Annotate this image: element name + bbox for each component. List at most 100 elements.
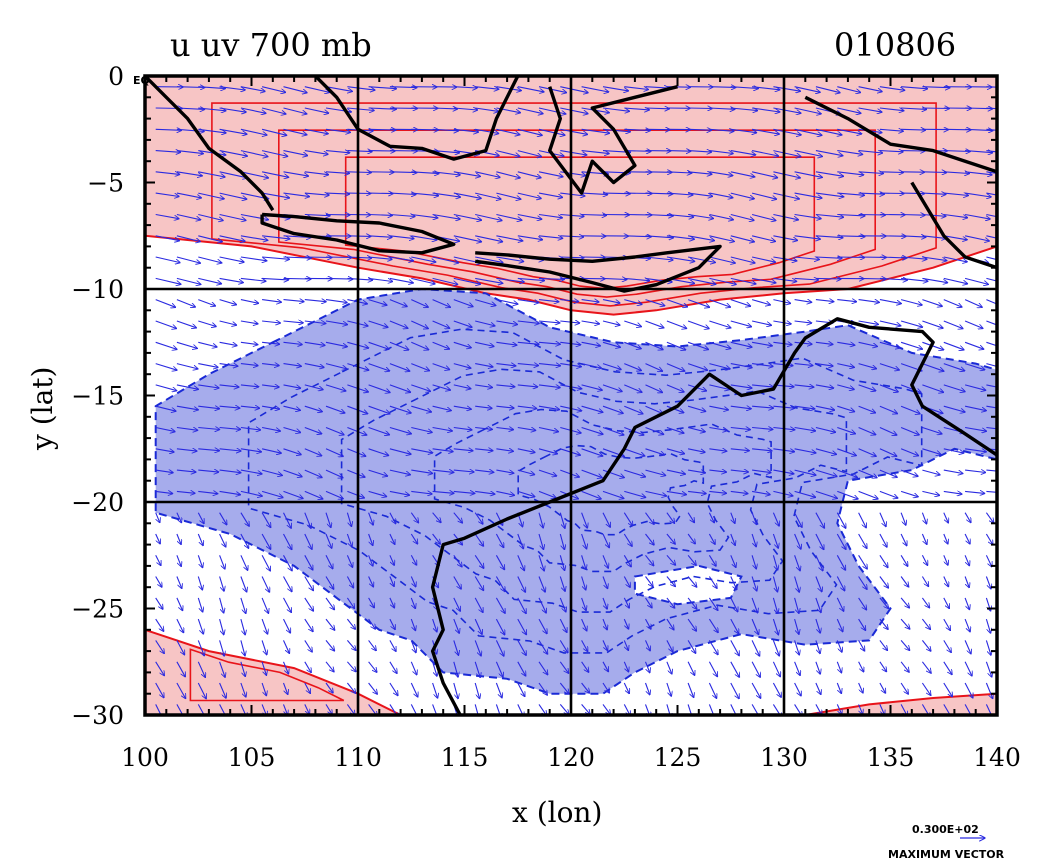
wind-vector (709, 256, 735, 263)
wind-vector (453, 661, 458, 677)
wind-vector (219, 576, 225, 592)
wind-vector (176, 555, 181, 566)
wind-vector (730, 320, 752, 327)
wind-vector (475, 107, 498, 111)
wind-vector (368, 236, 392, 238)
wind-vector (708, 576, 717, 589)
wind-vector (943, 576, 949, 587)
wind-vector (453, 597, 461, 611)
wind-vector (283, 236, 312, 238)
wind-vector (240, 704, 247, 715)
wind-vector (922, 299, 942, 307)
wind-vector (879, 129, 903, 131)
wind-vector (432, 618, 437, 632)
wind-vector (687, 512, 694, 523)
wind-vector (155, 384, 177, 391)
wind-vector (390, 726, 399, 740)
wind-vector (240, 428, 261, 431)
wind-vector (219, 618, 224, 635)
wind-vector (517, 406, 537, 408)
wind-vector (368, 661, 377, 673)
wind-vector (368, 512, 374, 525)
wind-vector (836, 555, 845, 570)
wind-vector (581, 86, 609, 92)
wind-vector (389, 704, 399, 715)
wind-vector (986, 86, 997, 88)
wind-vector (687, 448, 705, 453)
wind-vector (730, 192, 755, 199)
wind-vector (858, 640, 865, 651)
wind-vector (474, 640, 481, 656)
wind-vector (815, 426, 836, 433)
wind-vector (879, 448, 897, 457)
y-tick-label: −10 (71, 275, 124, 304)
wind-vector (964, 618, 970, 632)
wind-vector (730, 384, 752, 388)
wind-vector (176, 171, 202, 176)
wind-vector (517, 597, 526, 614)
wind-vector (901, 108, 927, 109)
wind-vector (901, 277, 928, 281)
wind-vector (773, 150, 801, 157)
wind-vector (794, 512, 802, 528)
wind-vector (688, 108, 712, 109)
wind-vector (708, 618, 718, 633)
wind-vector (262, 406, 280, 409)
wind-vector (304, 363, 324, 368)
wind-vector (389, 490, 410, 495)
wind-vector (986, 726, 994, 742)
wind-vector (837, 193, 864, 195)
wind-vector (794, 128, 822, 135)
wind-vector (602, 426, 624, 436)
wind-vector (176, 256, 201, 263)
wind-vector (432, 682, 438, 698)
y-axis-label: y (lat) (26, 367, 59, 451)
wind-vector (177, 726, 185, 742)
wind-vector (176, 405, 198, 410)
wind-vector (283, 512, 292, 529)
wind-vector (219, 320, 237, 325)
wind-vector (475, 235, 503, 242)
wind-vector (538, 107, 566, 114)
wind-vector (986, 235, 997, 239)
wind-vector (709, 726, 714, 742)
wind-vector (708, 597, 717, 611)
wind-vector (751, 704, 761, 715)
wind-vector (411, 193, 438, 196)
wind-vector (156, 726, 163, 742)
wind-vector (794, 661, 801, 676)
wind-vector (538, 128, 565, 135)
wind-vector (261, 107, 286, 114)
wind-vector (495, 533, 503, 548)
wind-vector (709, 470, 726, 472)
wind-vector (176, 597, 183, 611)
wind-vector (816, 726, 823, 736)
wind-vector (922, 384, 943, 393)
wind-vector (389, 363, 410, 372)
wind-vector (432, 341, 450, 349)
wind-vector (176, 470, 196, 472)
wind-vector (304, 128, 328, 134)
wind-vector (645, 384, 663, 393)
wind-vector (559, 640, 568, 652)
wind-vector (624, 236, 651, 237)
wind-vector (730, 87, 759, 89)
wind-vector (305, 726, 309, 736)
wind-vector (176, 384, 199, 389)
wind-vector (708, 555, 716, 566)
wind-vector (432, 151, 460, 153)
wind-vector (240, 576, 247, 593)
wind-vector (985, 640, 991, 655)
wind-vector (198, 213, 223, 221)
wind-vector (837, 171, 863, 175)
wind-vector (304, 512, 311, 529)
wind-vector (495, 597, 505, 613)
wind-vector (964, 682, 973, 698)
wind-vector (815, 576, 822, 592)
wind-vector (837, 726, 842, 736)
wind-vector (752, 726, 760, 740)
wind-vector (538, 364, 561, 366)
wind-vector (240, 640, 245, 655)
wind-vector (368, 87, 397, 89)
wind-vector (900, 490, 918, 496)
